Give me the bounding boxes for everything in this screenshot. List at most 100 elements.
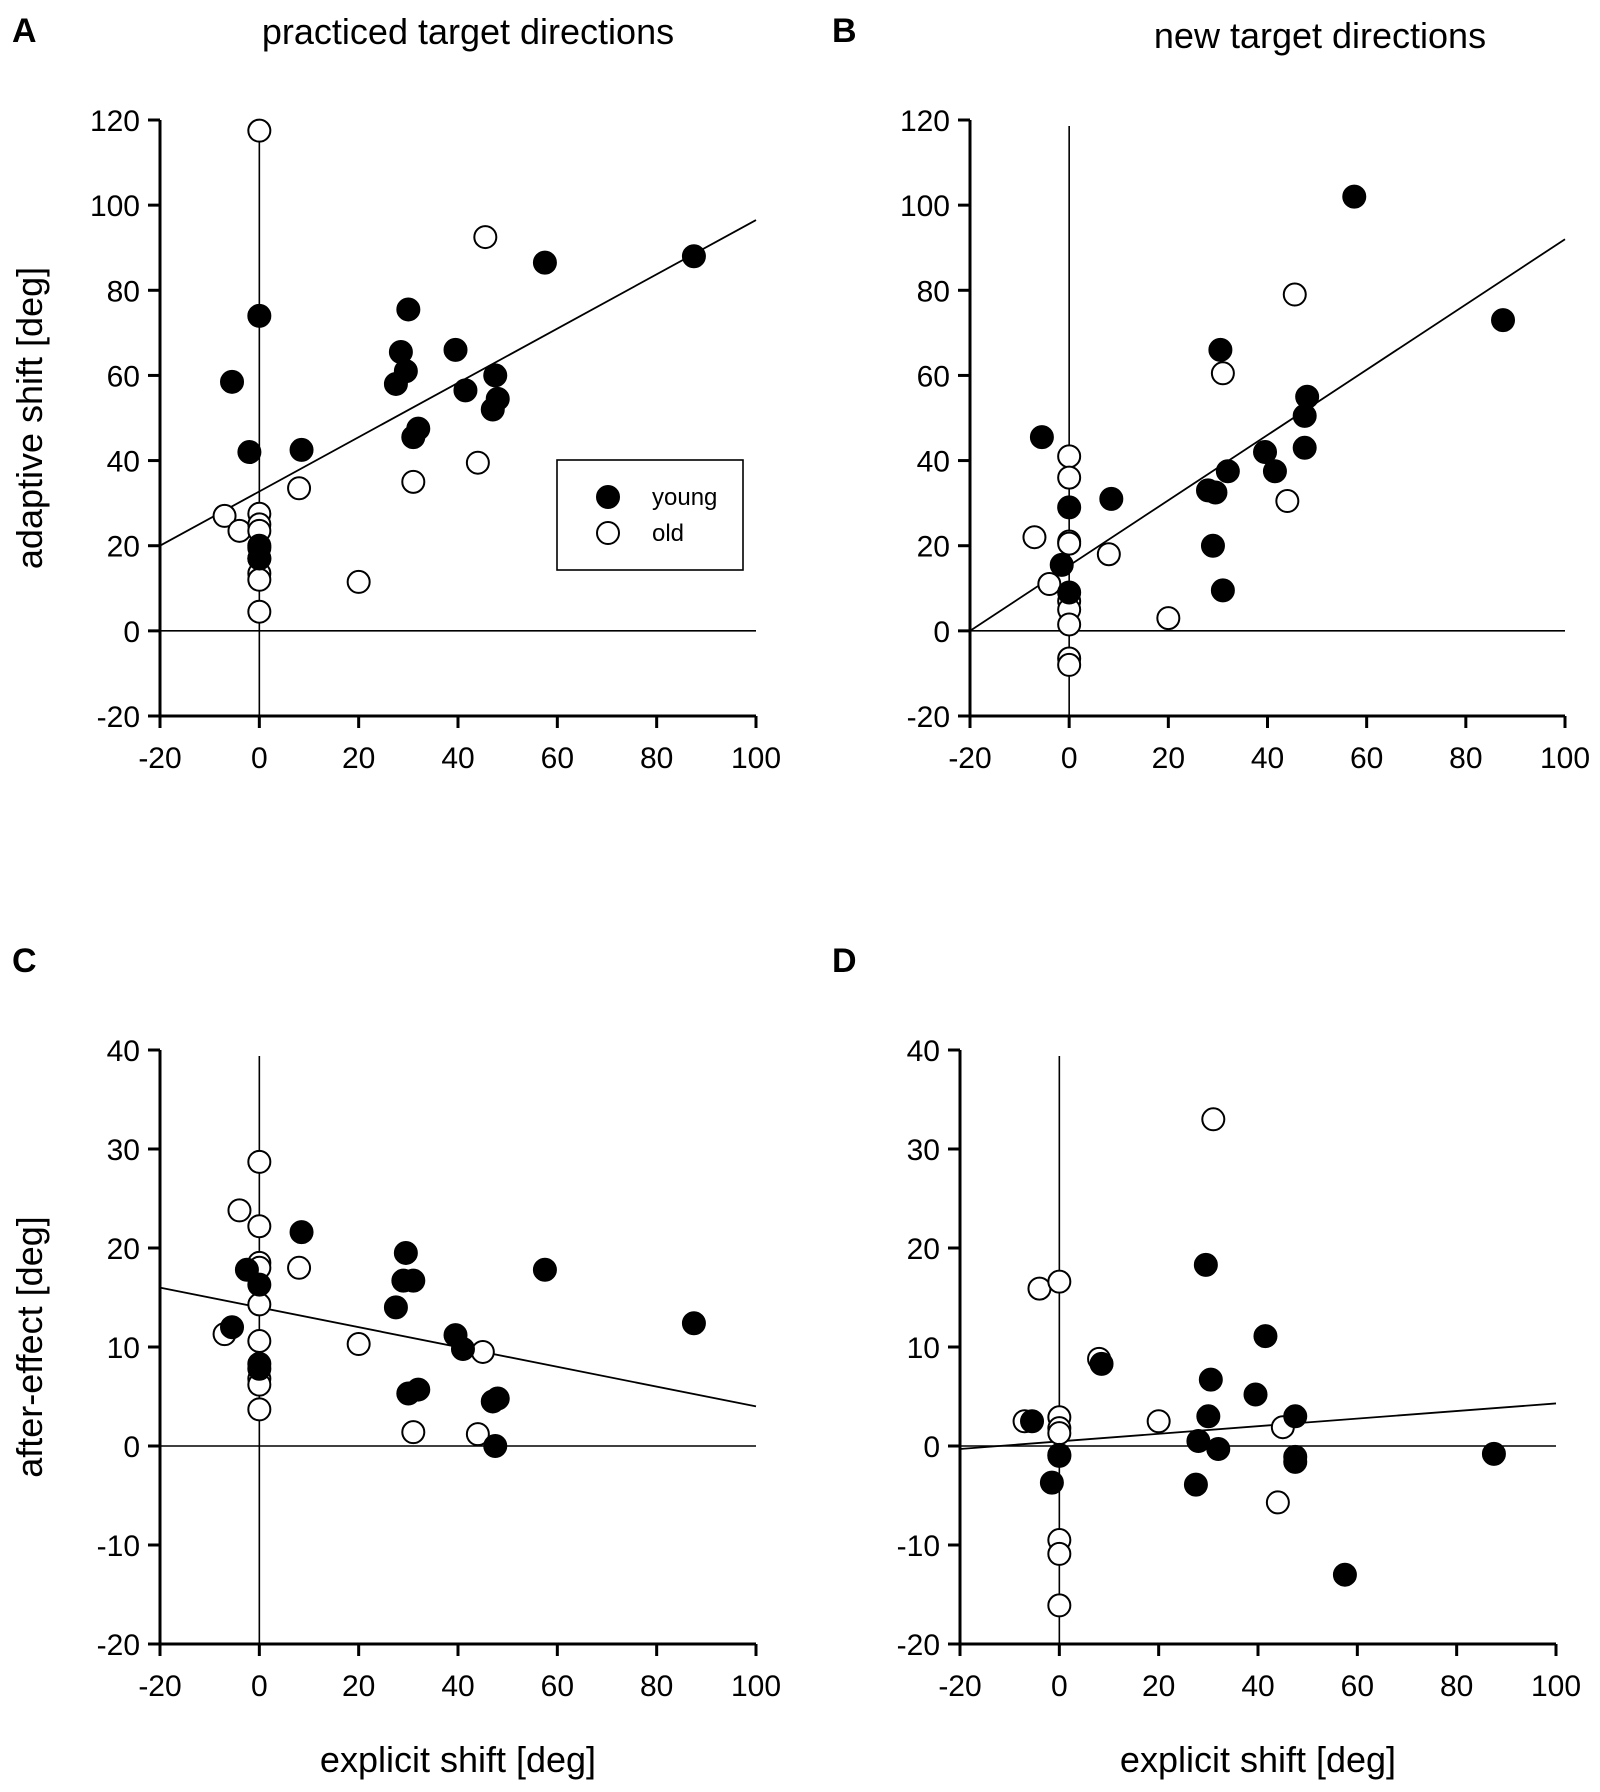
x-tick-label: 40: [1251, 742, 1284, 775]
x-tick-label: 0: [251, 1670, 268, 1703]
data-point-old: [1057, 444, 1082, 469]
data-point-old: [247, 1214, 272, 1239]
data-point-old: [1022, 525, 1047, 550]
data-point-young: [289, 1220, 314, 1245]
legend-marker-young: [596, 485, 620, 509]
data-point-old: [247, 1329, 272, 1354]
data-point-young: [393, 1240, 418, 1265]
data-point-young: [453, 378, 478, 403]
data-point-old: [1057, 652, 1082, 677]
y-tick-label: 40: [917, 446, 950, 479]
x-tick-label: 60: [1341, 1670, 1374, 1703]
data-point-old: [1047, 1541, 1072, 1566]
data-point-young: [289, 437, 314, 462]
data-point-young: [237, 440, 262, 465]
y-tick-label: 80: [917, 275, 950, 308]
y-tick-label: 100: [90, 190, 140, 223]
data-point-young: [220, 369, 245, 394]
data-point-young: [1208, 337, 1233, 362]
data-point-young: [1210, 578, 1235, 603]
x-tick-label: -20: [938, 1670, 981, 1703]
data-point-young: [1481, 1441, 1506, 1466]
data-point-young: [1332, 1562, 1357, 1587]
data-point-young: [681, 244, 706, 269]
data-point-young: [383, 1295, 408, 1320]
data-point-young: [483, 363, 508, 388]
x-tick-label: 40: [441, 1670, 474, 1703]
x-tick-label: 80: [1440, 1670, 1473, 1703]
data-point-young: [480, 397, 505, 422]
data-point-old: [227, 518, 252, 543]
data-point-old: [1265, 1490, 1290, 1515]
data-point-old: [465, 1422, 490, 1447]
data-point-young: [443, 337, 468, 362]
y-tick-label: 60: [107, 360, 140, 393]
y-tick-label: 20: [917, 531, 950, 564]
panel-letter: D: [832, 942, 857, 980]
data-point-young: [247, 546, 272, 571]
data-point-young: [1029, 425, 1054, 450]
data-point-old: [473, 225, 498, 250]
x-tick-label: 40: [441, 742, 474, 775]
data-point-old: [470, 1339, 495, 1364]
x-tick-label: 20: [342, 742, 375, 775]
x-tick-label: -20: [138, 742, 181, 775]
data-point-old: [247, 599, 272, 624]
legend: young old: [556, 459, 744, 571]
data-point-old: [1146, 1409, 1171, 1434]
y-axis-label: after-effect [deg]: [9, 1216, 50, 1478]
x-tick-label: 100: [731, 742, 781, 775]
legend-label-young: young: [652, 484, 717, 511]
y-tick-label: 0: [923, 1431, 940, 1464]
data-point-young: [1203, 480, 1228, 505]
data-point-young: [1215, 459, 1240, 484]
panel-letter: B: [832, 12, 857, 50]
panel-title: new target directions: [1154, 15, 1486, 56]
x-tick-label: 0: [1051, 1670, 1068, 1703]
x-tick-label: 20: [342, 1670, 375, 1703]
y-tick-label: 0: [123, 1431, 140, 1464]
data-point-young: [1295, 384, 1320, 409]
data-point-young: [485, 1386, 510, 1411]
y-tick-label: 60: [917, 360, 950, 393]
x-axis-label: explicit shift [deg]: [320, 1739, 596, 1780]
data-point-young: [532, 250, 557, 275]
data-point-old: [1282, 282, 1307, 307]
data-point-old: [1027, 1276, 1052, 1301]
data-point-young: [1262, 459, 1287, 484]
data-point-old: [1096, 542, 1121, 567]
x-tick-label: 100: [1540, 742, 1590, 775]
data-point-young: [1186, 1429, 1211, 1454]
legend-box: [556, 459, 744, 571]
data-point-young: [450, 1336, 475, 1361]
y-tick-label: 120: [90, 105, 140, 138]
data-point-young: [1491, 308, 1516, 333]
x-tick-label: 100: [1531, 1670, 1581, 1703]
data-point-young: [247, 1272, 272, 1297]
x-tick-label: 0: [251, 742, 268, 775]
data-point-young: [1253, 1324, 1278, 1349]
data-point-young: [1198, 1367, 1223, 1392]
data-point-young: [1243, 1382, 1268, 1407]
data-point-young: [1193, 1252, 1218, 1277]
y-tick-label: 120: [900, 105, 950, 138]
data-point-young: [1200, 533, 1225, 558]
data-point-young: [406, 1377, 431, 1402]
data-point-old: [1057, 531, 1082, 556]
data-point-young: [1089, 1351, 1114, 1376]
y-tick-label: 20: [907, 1233, 940, 1266]
y-tick-label: 30: [907, 1134, 940, 1167]
y-tick-label: 40: [907, 1035, 940, 1068]
data-point-old: [287, 476, 312, 501]
data-point-young: [1057, 495, 1082, 520]
data-point-young: [1342, 184, 1367, 209]
y-tick-label: 80: [107, 275, 140, 308]
x-tick-label: 60: [541, 1670, 574, 1703]
data-point-young: [1183, 1472, 1208, 1497]
data-point-old: [1047, 1593, 1072, 1618]
data-point-old: [401, 469, 426, 494]
data-point-old: [247, 1292, 272, 1317]
x-tick-label: -20: [948, 742, 991, 775]
